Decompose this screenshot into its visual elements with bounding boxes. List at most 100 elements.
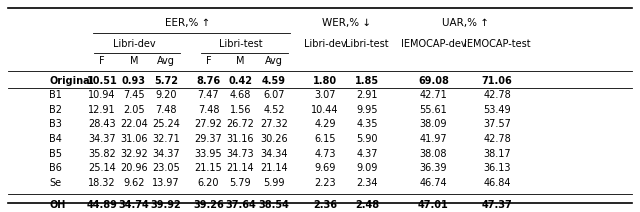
Text: M: M xyxy=(130,56,138,66)
Text: 4.59: 4.59 xyxy=(262,76,286,86)
Text: 7.48: 7.48 xyxy=(198,105,220,115)
Text: 36.39: 36.39 xyxy=(420,163,447,173)
Text: UAR,% ↑: UAR,% ↑ xyxy=(442,18,489,28)
Text: 39.92: 39.92 xyxy=(150,200,181,210)
Text: 23.05: 23.05 xyxy=(152,163,180,173)
Text: WER,% ↓: WER,% ↓ xyxy=(321,18,371,28)
Text: IEMOCAP-test: IEMOCAP-test xyxy=(464,39,531,49)
Text: 20.96: 20.96 xyxy=(120,163,148,173)
Text: 10.94: 10.94 xyxy=(88,90,116,100)
Text: 9.69: 9.69 xyxy=(314,163,336,173)
Text: 4.29: 4.29 xyxy=(314,119,336,129)
Text: 4.68: 4.68 xyxy=(230,90,251,100)
Text: 7.45: 7.45 xyxy=(123,90,145,100)
Text: 18.32: 18.32 xyxy=(88,178,116,188)
Text: 47.01: 47.01 xyxy=(418,200,449,210)
Text: 1.56: 1.56 xyxy=(230,105,251,115)
Text: 7.47: 7.47 xyxy=(198,90,220,100)
Text: 42.78: 42.78 xyxy=(483,134,511,144)
Text: 9.62: 9.62 xyxy=(123,178,145,188)
Text: 6.07: 6.07 xyxy=(264,90,285,100)
Text: 29.37: 29.37 xyxy=(195,134,222,144)
Text: Libri-dev: Libri-dev xyxy=(113,39,156,49)
Text: 42.78: 42.78 xyxy=(483,90,511,100)
Text: Libri-dev: Libri-dev xyxy=(304,39,346,49)
Text: B5: B5 xyxy=(49,149,62,159)
Text: 34.37: 34.37 xyxy=(88,134,116,144)
Text: 53.49: 53.49 xyxy=(483,105,511,115)
Text: 38.09: 38.09 xyxy=(420,119,447,129)
Text: 44.89: 44.89 xyxy=(86,200,118,210)
Text: 32.71: 32.71 xyxy=(152,134,180,144)
Text: 27.92: 27.92 xyxy=(195,119,223,129)
Text: 6.20: 6.20 xyxy=(198,178,220,188)
Text: Avg: Avg xyxy=(157,56,175,66)
Text: 12.91: 12.91 xyxy=(88,105,116,115)
Text: 38.17: 38.17 xyxy=(483,149,511,159)
Text: 4.73: 4.73 xyxy=(314,149,336,159)
Text: Original: Original xyxy=(49,76,93,86)
Text: M: M xyxy=(236,56,244,66)
Text: Se: Se xyxy=(49,178,61,188)
Text: 33.95: 33.95 xyxy=(195,149,222,159)
Text: 41.97: 41.97 xyxy=(420,134,447,144)
Text: 2.23: 2.23 xyxy=(314,178,336,188)
Text: 5.90: 5.90 xyxy=(356,134,378,144)
Text: 2.34: 2.34 xyxy=(356,178,378,188)
Text: 4.37: 4.37 xyxy=(356,149,378,159)
Text: 47.37: 47.37 xyxy=(482,200,513,210)
Text: 37.64: 37.64 xyxy=(225,200,256,210)
Text: 27.32: 27.32 xyxy=(260,119,288,129)
Text: 31.06: 31.06 xyxy=(120,134,148,144)
Text: 71.06: 71.06 xyxy=(482,76,513,86)
Text: 38.54: 38.54 xyxy=(259,200,289,210)
Text: B1: B1 xyxy=(49,90,62,100)
Text: B4: B4 xyxy=(49,134,62,144)
Text: 32.92: 32.92 xyxy=(120,149,148,159)
Text: 21.15: 21.15 xyxy=(195,163,222,173)
Text: 28.43: 28.43 xyxy=(88,119,116,129)
Text: 38.08: 38.08 xyxy=(420,149,447,159)
Text: 22.04: 22.04 xyxy=(120,119,148,129)
Text: 13.97: 13.97 xyxy=(152,178,180,188)
Text: 31.16: 31.16 xyxy=(227,134,254,144)
Text: 4.52: 4.52 xyxy=(263,105,285,115)
Text: 1.80: 1.80 xyxy=(313,76,337,86)
Text: 5.79: 5.79 xyxy=(230,178,251,188)
Text: 46.84: 46.84 xyxy=(483,178,511,188)
Text: OH: OH xyxy=(49,200,65,210)
Text: B2: B2 xyxy=(49,105,62,115)
Text: 0.93: 0.93 xyxy=(122,76,146,86)
Text: 6.15: 6.15 xyxy=(314,134,336,144)
Text: 21.14: 21.14 xyxy=(227,163,254,173)
Text: 69.08: 69.08 xyxy=(418,76,449,86)
Text: 2.36: 2.36 xyxy=(313,200,337,210)
Text: 26.72: 26.72 xyxy=(227,119,254,129)
Text: Libri-test: Libri-test xyxy=(346,39,389,49)
Text: 37.57: 37.57 xyxy=(483,119,511,129)
Text: 10.44: 10.44 xyxy=(311,105,339,115)
Text: 7.48: 7.48 xyxy=(155,105,177,115)
Text: 9.09: 9.09 xyxy=(356,163,378,173)
Text: 1.85: 1.85 xyxy=(355,76,380,86)
Text: B3: B3 xyxy=(49,119,62,129)
Text: 2.48: 2.48 xyxy=(355,200,380,210)
Text: 35.82: 35.82 xyxy=(88,149,116,159)
Text: 2.91: 2.91 xyxy=(356,90,378,100)
Text: 25.24: 25.24 xyxy=(152,119,180,129)
Text: 34.37: 34.37 xyxy=(152,149,180,159)
Text: 8.76: 8.76 xyxy=(196,76,221,86)
Text: B6: B6 xyxy=(49,163,62,173)
Text: 46.74: 46.74 xyxy=(420,178,447,188)
Text: 3.07: 3.07 xyxy=(314,90,336,100)
Text: 9.95: 9.95 xyxy=(356,105,378,115)
Text: 36.13: 36.13 xyxy=(483,163,511,173)
Text: EER,% ↑: EER,% ↑ xyxy=(165,18,211,28)
Text: 21.14: 21.14 xyxy=(260,163,288,173)
Text: F: F xyxy=(205,56,211,66)
Text: 0.42: 0.42 xyxy=(228,76,252,86)
Text: 30.26: 30.26 xyxy=(260,134,288,144)
Text: 42.71: 42.71 xyxy=(420,90,447,100)
Text: 55.61: 55.61 xyxy=(420,105,447,115)
Text: Avg: Avg xyxy=(265,56,283,66)
